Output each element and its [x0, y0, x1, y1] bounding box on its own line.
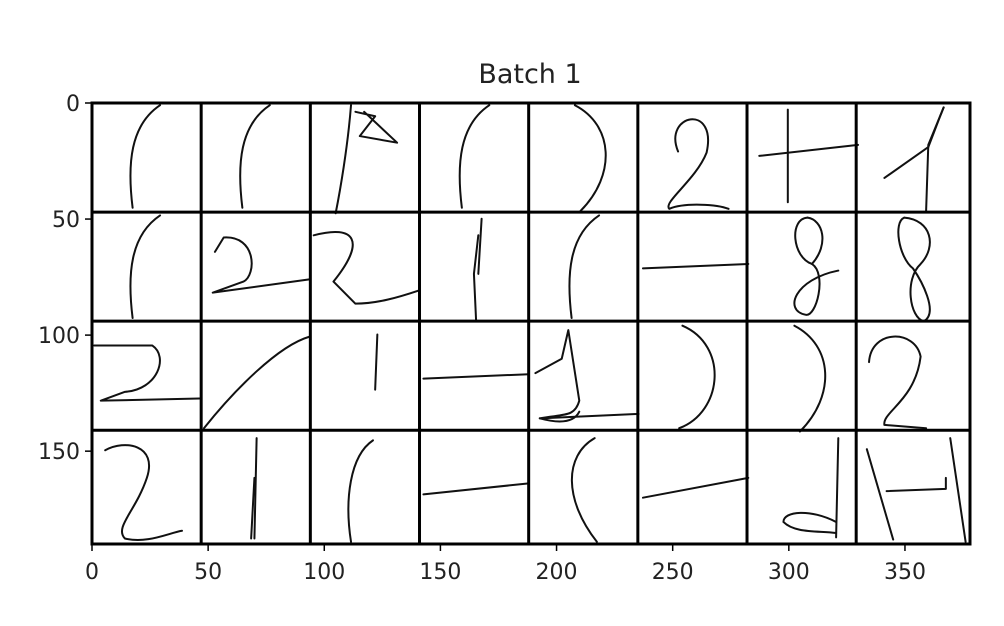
digit-tile [794, 218, 838, 315]
digit-stroke [130, 105, 160, 208]
x-tick-label: 0 [85, 560, 99, 585]
digit-tile [643, 478, 748, 498]
digit-stroke [213, 237, 310, 292]
digit-stroke [950, 438, 965, 542]
digit-stroke [355, 112, 397, 143]
digit-stroke [569, 215, 599, 318]
digit-tile [759, 110, 858, 203]
y-tick-label: 150 [38, 440, 80, 465]
digit-stroke [759, 145, 858, 156]
digit-stroke [314, 232, 419, 304]
digit-stroke [254, 438, 256, 538]
digit-tile [535, 330, 638, 421]
digit-tile [375, 335, 377, 390]
digit-tile [783, 438, 838, 537]
digit-stroke [836, 438, 838, 537]
digit-tile [130, 105, 160, 208]
x-tick-label: 100 [303, 560, 345, 585]
digit-tile [898, 218, 930, 322]
digit-stroke [423, 374, 528, 378]
digit-tile [423, 483, 528, 494]
digit-tile [460, 105, 490, 208]
plot-frame [90, 101, 972, 546]
digit-tile [240, 105, 270, 208]
digit-stroke [105, 445, 182, 540]
digit-tile [105, 445, 182, 540]
digit-stroke [423, 483, 528, 494]
digit-stroke [794, 218, 838, 315]
digit-stroke [540, 412, 580, 422]
digit-tile [336, 105, 397, 213]
y-tick-label: 0 [66, 92, 80, 117]
digit-tile [423, 374, 528, 378]
digit-stroke [240, 105, 270, 208]
digit-tile [869, 337, 926, 429]
digit-stroke [535, 330, 638, 418]
digit-stroke [336, 105, 351, 213]
x-tick-label: 300 [768, 560, 810, 585]
digit-tile [474, 219, 482, 322]
digit-stroke [887, 478, 946, 491]
digit-stroke [867, 449, 893, 539]
digit-stroke [478, 219, 481, 274]
digit-stroke [375, 335, 377, 390]
digit-tile [643, 264, 748, 268]
x-tick-label: 200 [536, 560, 578, 585]
x-tick-label: 250 [652, 560, 694, 585]
digit-stroke [348, 440, 373, 541]
digit-tile [204, 337, 309, 429]
digit-tile [679, 326, 714, 429]
digit-stroke [643, 478, 748, 498]
digit-stroke [898, 218, 930, 322]
digit-stroke [679, 326, 714, 429]
digit-tile [668, 119, 728, 209]
digit-stroke [926, 107, 944, 211]
digit-stroke [794, 326, 825, 432]
y-tick-label: 100 [38, 324, 80, 349]
digit-stroke [783, 513, 836, 533]
chart-title: Batch 1 [478, 59, 581, 90]
digit-stroke [94, 346, 199, 401]
digit-stroke [572, 438, 597, 542]
digit-stroke [251, 478, 254, 539]
digit-tile [884, 107, 943, 211]
digit-tile [213, 237, 310, 292]
y-axis: 0 50 100 150 [38, 92, 92, 465]
digit-stroke [643, 264, 748, 268]
digit-stroke [460, 105, 490, 208]
digit-stroke [474, 235, 478, 321]
digit-tile [94, 346, 199, 401]
digit-tile [130, 215, 160, 318]
digit-stroke [668, 119, 728, 209]
y-tick-label: 50 [52, 208, 80, 233]
digit-stroke [204, 337, 309, 429]
digit-tile [314, 232, 419, 304]
digit-tile [251, 438, 256, 538]
digit-stroke [808, 218, 823, 264]
tiles-layer [94, 105, 965, 542]
digit-tile [569, 215, 599, 318]
digit-tile [575, 105, 606, 211]
x-tick-label: 150 [419, 560, 461, 585]
digit-tile [794, 326, 825, 432]
digit-tile [572, 438, 597, 542]
x-tick-label: 350 [884, 560, 926, 585]
digit-tile [867, 438, 966, 542]
tile-grid-lines [92, 103, 970, 544]
digit-stroke [575, 105, 606, 211]
digit-stroke [884, 107, 943, 178]
digit-stroke [869, 337, 926, 429]
x-tick-label: 50 [194, 560, 222, 585]
digit-stroke [130, 215, 160, 318]
digit-tile [348, 440, 373, 541]
x-axis: 0 50 100 150 200 250 300 350 [85, 544, 926, 585]
